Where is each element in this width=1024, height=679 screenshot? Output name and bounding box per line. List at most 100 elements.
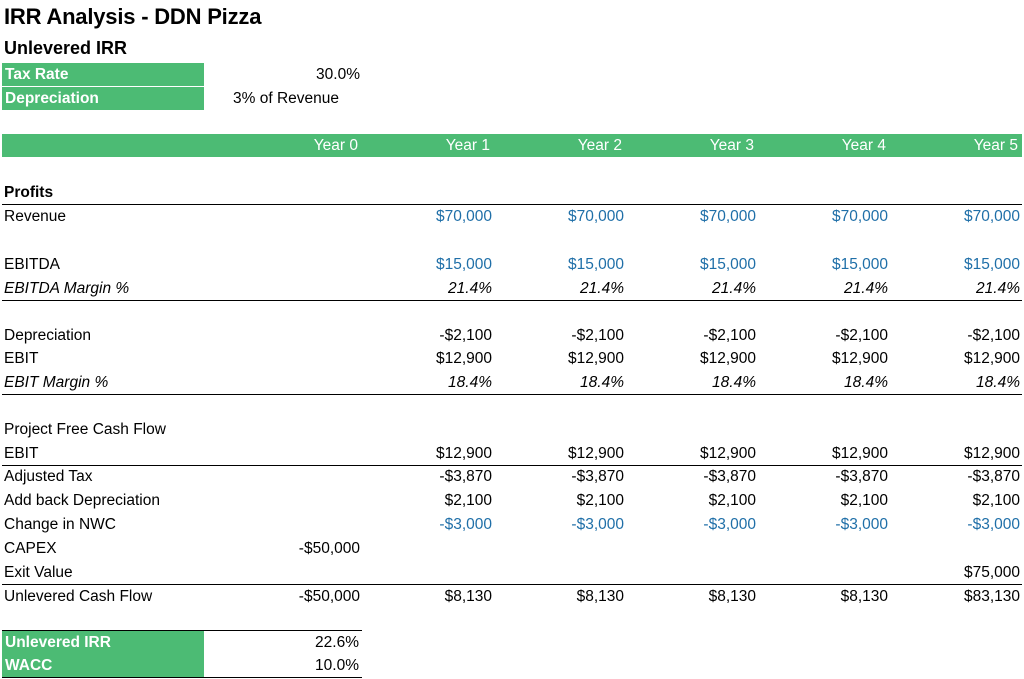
cell-year-5[interactable]: $75,000 [963, 564, 1020, 581]
year-header-bar: Year 0 Year 1 Year 2 Year 3 Year 4 Year … [2, 134, 1022, 157]
unlevered-irr-value[interactable]: 22.6% [315, 634, 359, 651]
cell-year-5[interactable]: $12,900 [963, 350, 1020, 367]
cell-year-3[interactable]: 18.4% [712, 374, 756, 391]
cell-year-0[interactable]: -$50,000 [298, 588, 360, 605]
depreciation-value[interactable]: 3% of Revenue [233, 90, 339, 107]
cell-year-1[interactable]: $2,100 [444, 492, 492, 509]
cell-year-4[interactable]: -$3,870 [835, 468, 888, 485]
cell-year-2[interactable]: $15,000 [567, 256, 624, 273]
profits-header: Profits [4, 184, 54, 201]
cell-year-2[interactable]: -$3,000 [571, 516, 624, 533]
cell-year-2[interactable]: $12,900 [567, 445, 624, 462]
cell-year-1[interactable]: -$2,100 [439, 327, 492, 344]
year-5-header: Year 5 [973, 137, 1018, 154]
table-row-depreciation: Depreciation -$2,100 -$2,100 -$2,100 -$2,100… [2, 324, 1022, 347]
cell-year-5[interactable]: $15,000 [963, 256, 1020, 273]
cell-year-2[interactable]: $2,100 [576, 492, 624, 509]
cell-year-1[interactable]: $8,130 [444, 588, 492, 605]
depreciation-label: Depreciation [2, 87, 204, 110]
table-row-nwc: Change in NWC -$3,000 -$3,000 -$3,000 -$3,00… [2, 513, 1022, 536]
cell-year-3[interactable]: $8,130 [708, 588, 756, 605]
cell-year-2[interactable]: $70,000 [567, 208, 624, 225]
table-row-exit: Exit Value $75,000 [2, 561, 1022, 585]
cell-year-5[interactable]: -$3,870 [967, 468, 1020, 485]
row-label: Add back Depreciation [4, 492, 160, 509]
table-row-add-dep: Add back Depreciation $2,100 $2,100 $2,100 $… [2, 489, 1022, 512]
unlevered-irr-row: Unlevered IRR 22.6% [2, 630, 362, 654]
row-label: Adjusted Tax [4, 468, 93, 485]
cell-year-2[interactable]: $12,900 [567, 350, 624, 367]
cell-year-4[interactable]: $15,000 [831, 256, 888, 273]
year-4-header: Year 4 [841, 137, 886, 154]
row-label: EBIT [4, 445, 39, 462]
year-2-header: Year 2 [577, 137, 622, 154]
year-0-header: Year 0 [313, 137, 358, 154]
table-row-ucf: Unlevered Cash Flow -$50,000 $8,130 $8,130 $… [2, 585, 1022, 608]
cell-year-0[interactable]: -$50,000 [298, 540, 360, 557]
cell-year-3[interactable]: $2,100 [708, 492, 756, 509]
cell-year-4[interactable]: $2,100 [840, 492, 888, 509]
row-label: Exit Value [4, 564, 73, 581]
year-3-header: Year 3 [709, 137, 754, 154]
cell-year-4[interactable]: $8,130 [840, 588, 888, 605]
cell-year-4[interactable]: 21.4% [844, 280, 888, 297]
cell-year-1[interactable]: $12,900 [435, 445, 492, 462]
cell-year-4[interactable]: 18.4% [844, 374, 888, 391]
cell-year-3[interactable]: 21.4% [712, 280, 756, 297]
section-subtitle: Unlevered IRR [4, 38, 128, 58]
cell-year-2[interactable]: $8,130 [576, 588, 624, 605]
row-label: Depreciation [4, 327, 92, 344]
table-row-ebitda-margin: EBITDA Margin % 21.4% 21.4% 21.4% 21.4% 21.4% [2, 277, 1022, 301]
row-label: EBITDA Margin % [4, 280, 130, 297]
cell-year-2[interactable]: -$2,100 [571, 327, 624, 344]
table-row-pfcf-header: Project Free Cash Flow [2, 418, 1022, 441]
cell-year-4[interactable]: -$2,100 [835, 327, 888, 344]
wacc-label: WACC [2, 654, 204, 677]
table-row-adj-tax: Adjusted Tax -$3,870 -$3,870 -$3,870 -$3,870… [2, 465, 1022, 488]
cell-year-2[interactable]: 18.4% [580, 374, 624, 391]
cell-year-1[interactable]: $15,000 [435, 256, 492, 273]
cell-year-1[interactable]: 21.4% [448, 280, 492, 297]
row-label: Unlevered Cash Flow [4, 588, 153, 605]
row-label: EBIT Margin % [4, 374, 109, 391]
cell-year-3[interactable]: $12,900 [699, 445, 756, 462]
cell-year-5[interactable]: $12,900 [963, 445, 1020, 462]
cell-year-4[interactable]: $12,900 [831, 350, 888, 367]
table-row-revenue: Revenue $70,000 $70,000 $70,000 $70,000 $70,0… [2, 205, 1022, 228]
cell-year-5[interactable]: $70,000 [963, 208, 1020, 225]
cell-year-3[interactable]: $12,900 [699, 350, 756, 367]
cell-year-3[interactable]: -$3,870 [703, 468, 756, 485]
row-label: EBIT [4, 350, 39, 367]
cell-year-2[interactable]: 21.4% [580, 280, 624, 297]
cell-year-1[interactable]: $70,000 [435, 208, 492, 225]
cell-year-1[interactable]: -$3,870 [439, 468, 492, 485]
table-row-ebit2: EBIT $12,900 $12,900 $12,900 $12,900 $12,900 [2, 442, 1022, 466]
cell-year-5[interactable]: 18.4% [976, 374, 1020, 391]
table-row-ebit-margin: EBIT Margin % 18.4% 18.4% 18.4% 18.4% 18.4% [2, 371, 1022, 395]
row-label: Revenue [4, 208, 67, 225]
cell-year-4[interactable]: $12,900 [831, 445, 888, 462]
cell-year-4[interactable]: $70,000 [831, 208, 888, 225]
wacc-value[interactable]: 10.0% [315, 657, 359, 674]
row-label: Change in NWC [4, 516, 116, 533]
cell-year-3[interactable]: $70,000 [699, 208, 756, 225]
cell-year-3[interactable]: -$2,100 [703, 327, 756, 344]
cell-year-1[interactable]: $12,900 [435, 350, 492, 367]
cell-year-1[interactable]: -$3,000 [439, 516, 492, 533]
cell-year-3[interactable]: $15,000 [699, 256, 756, 273]
row-label: Project Free Cash Flow [4, 421, 166, 438]
cell-year-5[interactable]: $2,100 [972, 492, 1020, 509]
cell-year-5[interactable]: -$3,000 [967, 516, 1020, 533]
cell-year-5[interactable]: 21.4% [976, 280, 1020, 297]
cell-year-4[interactable]: -$3,000 [835, 516, 888, 533]
tax-rate-label: Tax Rate [2, 63, 204, 86]
tax-rate-value[interactable]: 30.0% [316, 66, 360, 83]
unlevered-irr-label: Unlevered IRR [2, 631, 204, 654]
table-row-capex: CAPEX -$50,000 [2, 537, 1022, 560]
cell-year-5[interactable]: -$2,100 [967, 327, 1020, 344]
cell-year-3[interactable]: -$3,000 [703, 516, 756, 533]
cell-year-2[interactable]: -$3,870 [571, 468, 624, 485]
cell-year-5[interactable]: $83,130 [963, 588, 1020, 605]
cell-year-1[interactable]: 18.4% [448, 374, 492, 391]
